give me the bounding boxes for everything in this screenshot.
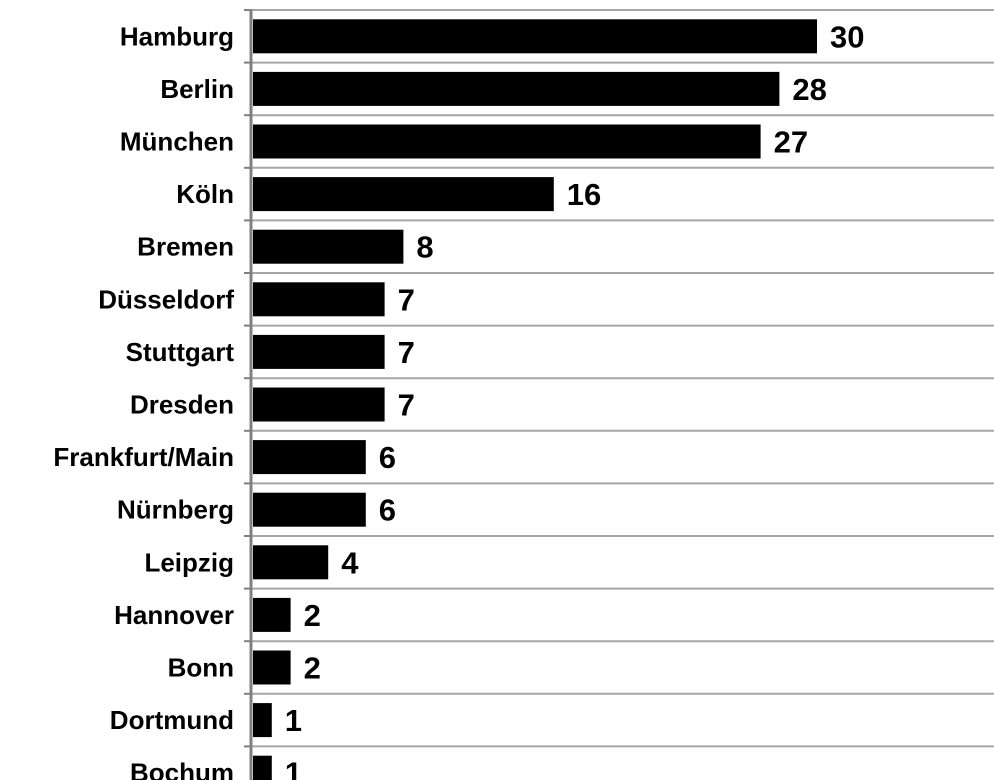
bar-5 bbox=[253, 282, 385, 317]
bar-8 bbox=[253, 440, 366, 475]
data-label: 6 bbox=[379, 493, 396, 528]
data-label: 8 bbox=[416, 230, 433, 265]
bar-7 bbox=[253, 387, 385, 422]
category-label: Dortmund bbox=[110, 705, 234, 735]
data-label: 16 bbox=[567, 177, 601, 212]
data-label: 27 bbox=[774, 125, 808, 160]
category-label: Leipzig bbox=[144, 547, 234, 577]
data-label: 4 bbox=[341, 545, 359, 580]
category-label: Düsseldorf bbox=[98, 284, 234, 314]
category-label: Dresden bbox=[130, 390, 234, 420]
category-label: Nürnberg bbox=[117, 495, 234, 525]
category-label: Stuttgart bbox=[126, 337, 235, 367]
data-label: 6 bbox=[379, 440, 396, 475]
category-labels: Hamburg Berlin München Köln Bremen Düsseldorf… bbox=[53, 21, 234, 780]
data-label: 2 bbox=[304, 598, 321, 633]
category-label: Bremen bbox=[137, 232, 234, 262]
data-label: 1 bbox=[285, 703, 302, 738]
data-label: 28 bbox=[792, 72, 826, 107]
bar-3 bbox=[253, 177, 554, 212]
data-label: 7 bbox=[398, 335, 415, 370]
category-label: Hamburg bbox=[120, 21, 234, 51]
category-label: Bonn bbox=[168, 653, 234, 683]
category-label: Bochum bbox=[130, 758, 234, 780]
bar-13 bbox=[253, 703, 272, 738]
category-label: Hannover bbox=[114, 600, 234, 630]
data-label: 30 bbox=[830, 19, 864, 54]
bar-11 bbox=[253, 597, 291, 632]
bar-9 bbox=[253, 492, 366, 527]
bar-2 bbox=[253, 124, 761, 159]
y-axis bbox=[244, 9, 253, 780]
data-label: 1 bbox=[285, 756, 302, 780]
category-label: Köln bbox=[176, 179, 234, 209]
category-label: Berlin bbox=[160, 74, 234, 104]
bar-14 bbox=[253, 755, 272, 780]
bar-10 bbox=[253, 545, 329, 580]
bar-0 bbox=[253, 19, 817, 54]
bar-4 bbox=[253, 229, 404, 264]
data-label: 7 bbox=[398, 388, 415, 423]
bars bbox=[253, 19, 817, 780]
gridlines bbox=[252, 9, 994, 748]
data-label: 7 bbox=[398, 282, 415, 317]
bar-1 bbox=[253, 71, 780, 106]
category-label: München bbox=[120, 127, 234, 157]
bar-6 bbox=[253, 334, 385, 369]
data-label: 2 bbox=[304, 651, 321, 686]
bar-12 bbox=[253, 650, 291, 685]
category-label: Frankfurt/Main bbox=[53, 442, 234, 472]
